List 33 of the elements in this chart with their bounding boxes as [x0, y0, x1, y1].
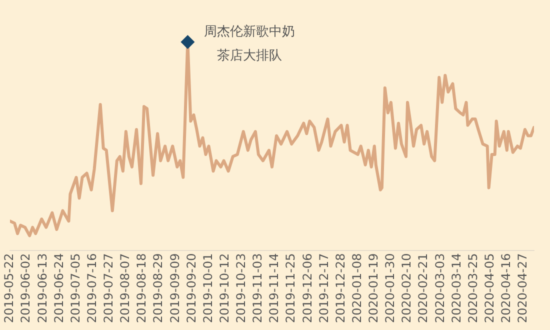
x-tick-label: 2019-08-18 [134, 253, 149, 324]
x-tick-label: 2020-01-30 [383, 253, 398, 324]
x-tick-label: 2019-08-29 [151, 253, 166, 324]
x-tick-label: 2019-07-27 [102, 253, 116, 324]
x-tick-label: 2020-03-25 [466, 253, 480, 324]
x-tick-label: 2020-04-27 [516, 253, 530, 324]
x-tick-label: 2019-11-03 [250, 253, 265, 324]
x-tick-label: 2019-11-25 [284, 253, 298, 324]
x-tick-label: 2019-09-09 [168, 253, 182, 324]
annotation: 周杰伦新歌中奶茶店大排队 [204, 24, 296, 64]
x-tick-label: 2020-04-16 [499, 253, 514, 324]
x-tick-label: 2019-07-05 [68, 253, 82, 324]
x-tick-label: 2020-02-21 [416, 253, 430, 324]
x-tick-label: 2020-01-19 [366, 253, 381, 324]
x-tick-label: 2020-03-03 [432, 253, 447, 324]
x-tick-label: 2019-10-01 [200, 253, 215, 324]
x-tick-label: 2019-11-14 [267, 253, 282, 324]
x-tick-label: 2020-04-05 [482, 253, 496, 324]
x-tick-label: 2019-10-23 [234, 253, 248, 324]
x-tick-label: 2020-01-08 [350, 253, 364, 324]
x-tick-label: 2019-07-16 [84, 253, 99, 324]
x-tick-label: 2019-09-20 [184, 253, 198, 324]
x-tick-label: 2019-08-07 [118, 253, 132, 324]
x-tick-label: 2020-03-14 [449, 253, 464, 324]
x-tick-label: 2019-12-06 [300, 253, 314, 324]
x-tick-label: 2019-06-13 [35, 253, 50, 324]
x-tick-label: 2019-06-24 [52, 253, 66, 324]
x-tick-label: 2020-02-10 [400, 253, 414, 324]
x-tick-label: 2019-05-22 [2, 253, 16, 324]
x-tick-label: 2019-10-12 [217, 253, 232, 324]
x-tick-label: 2019-06-02 [18, 253, 33, 324]
x-tick-label: 2019-12-17 [316, 253, 331, 324]
x-tick-label: 2019-12-28 [333, 253, 348, 324]
